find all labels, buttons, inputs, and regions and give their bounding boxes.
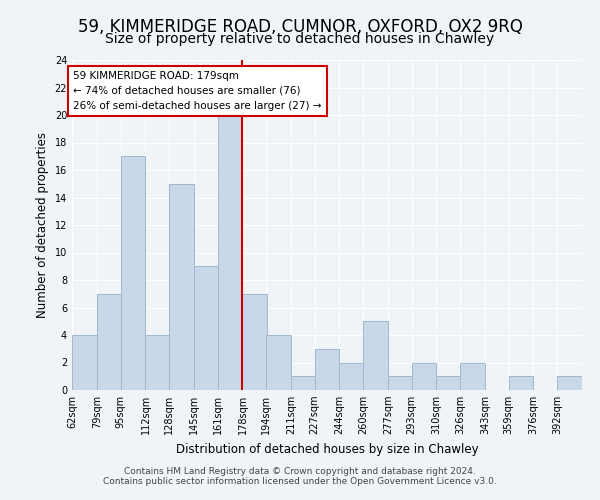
Bar xyxy=(314,349,340,390)
Bar xyxy=(460,362,485,390)
Bar xyxy=(363,322,388,390)
Text: Contains public sector information licensed under the Open Government Licence v3: Contains public sector information licen… xyxy=(103,477,497,486)
Text: 59, KIMMERIDGE ROAD, CUMNOR, OXFORD, OX2 9RQ: 59, KIMMERIDGE ROAD, CUMNOR, OXFORD, OX2… xyxy=(77,18,523,36)
Bar xyxy=(557,376,582,390)
Text: Contains HM Land Registry data © Crown copyright and database right 2024.: Contains HM Land Registry data © Crown c… xyxy=(124,467,476,476)
Bar xyxy=(194,266,219,390)
Bar xyxy=(97,294,122,390)
Bar xyxy=(291,376,316,390)
Bar xyxy=(412,362,436,390)
Bar xyxy=(436,376,461,390)
Bar xyxy=(121,156,145,390)
Bar xyxy=(388,376,413,390)
Bar xyxy=(509,376,533,390)
Bar xyxy=(169,184,194,390)
Bar xyxy=(242,294,268,390)
Text: 59 KIMMERIDGE ROAD: 179sqm
← 74% of detached houses are smaller (76)
26% of semi: 59 KIMMERIDGE ROAD: 179sqm ← 74% of deta… xyxy=(73,71,322,110)
Bar xyxy=(266,335,291,390)
Bar xyxy=(340,362,364,390)
Bar xyxy=(218,115,242,390)
Text: Size of property relative to detached houses in Chawley: Size of property relative to detached ho… xyxy=(106,32,494,46)
Y-axis label: Number of detached properties: Number of detached properties xyxy=(36,132,49,318)
X-axis label: Distribution of detached houses by size in Chawley: Distribution of detached houses by size … xyxy=(176,442,478,456)
Bar xyxy=(145,335,170,390)
Bar xyxy=(72,335,97,390)
